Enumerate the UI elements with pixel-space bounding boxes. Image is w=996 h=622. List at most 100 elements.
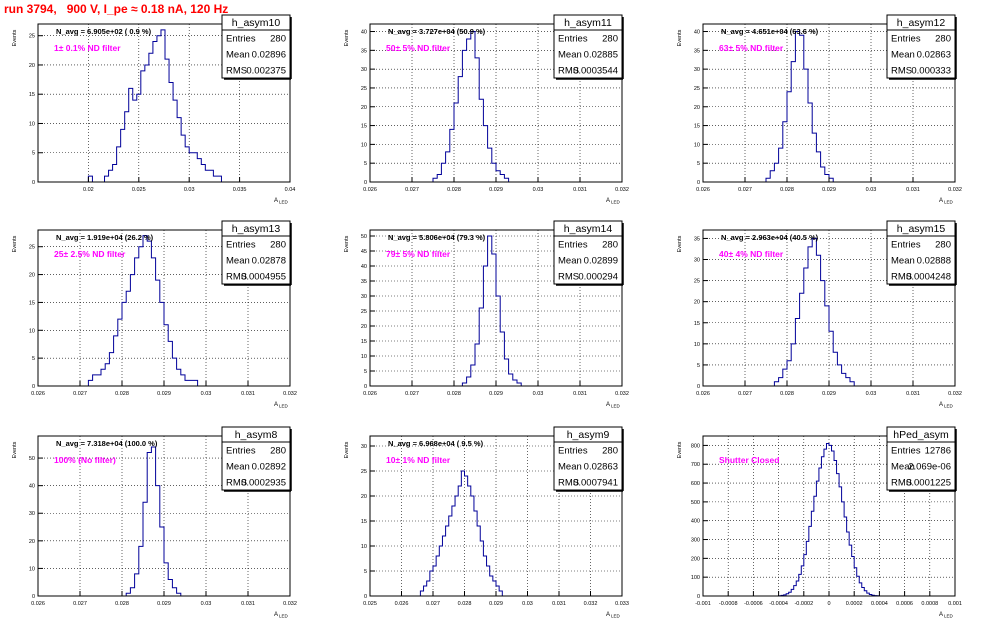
y-tick-label: 30	[694, 258, 700, 264]
x-tick-label: 0.04	[285, 187, 296, 193]
stats-mean-value: 0.02892	[252, 462, 286, 473]
stats-box: h_asym15 Entries 280 Mean 0.02888 RMS0.000424…	[886, 220, 957, 286]
stats-rms-value: 0.0002935	[241, 478, 286, 489]
y-axis-label: Events	[344, 235, 350, 252]
x-tick-label: 0.032	[948, 391, 962, 397]
y-tick-label: 10	[361, 354, 367, 360]
x-tick-label: 0.028	[447, 187, 461, 193]
x-tick-label: 0.029	[489, 601, 503, 607]
x-axis-label: ALED	[274, 612, 289, 619]
histogram-panel-h_asym11: 0.026 0.027 0.028 0.029 0.03 0.031 0.032 0 5 10 15…	[344, 14, 629, 205]
stats-rms-label: RMS	[558, 66, 579, 77]
stats-rms-value: 0.0003544	[573, 66, 618, 77]
x-tick-label: 0.027	[405, 187, 419, 193]
x-tick-label: 0.0002	[846, 601, 863, 607]
y-tick-label: 15	[361, 519, 367, 525]
y-tick-label: 30	[361, 294, 367, 300]
stats-rms-value: 0.000294	[578, 272, 618, 283]
stats-rms-label: RMS	[558, 272, 579, 283]
y-tick-label: 25	[29, 245, 35, 251]
stats-rms-label: RMS	[891, 66, 912, 77]
x-tick-label: 0.03	[866, 391, 877, 397]
y-tick-label: 10	[361, 142, 367, 148]
stats-rms-value: 0.0004248	[906, 272, 951, 283]
histogram-panel-h_asym13: 0.026 0.027 0.028 0.029 0.03 0.031 0.032 0 5 10 15…	[12, 220, 297, 409]
y-axis-label: Events	[677, 29, 683, 46]
filter-label: 50± 5% ND filter	[386, 43, 451, 53]
stats-box-frame	[553, 426, 623, 491]
histogram-series	[778, 443, 880, 597]
x-tick-label: 0.03	[522, 601, 533, 607]
stats-entries-value: 280	[270, 34, 286, 45]
y-tick-label: 5	[364, 569, 367, 575]
filter-label: 10± 1% ND filter	[386, 455, 451, 465]
x-tick-label: 0.029	[822, 391, 836, 397]
y-tick-label: 35	[694, 236, 700, 242]
x-tick-label: 0.031	[241, 391, 255, 397]
histogram-title: h_asym15	[897, 223, 946, 235]
x-tick-label: 0.03	[201, 601, 212, 607]
x-tick-label: 0.031	[241, 601, 255, 607]
stats-mean-label: Mean	[891, 50, 915, 61]
x-tick-label: 0.026	[363, 391, 377, 397]
y-tick-label: 20	[29, 63, 35, 69]
stats-mean-value: 0.02878	[252, 256, 286, 267]
x-tick-label: 0.029	[489, 187, 503, 193]
filter-label: Shutter Closed	[719, 455, 779, 465]
stats-mean-label: Mean	[558, 462, 582, 473]
x-tick-label: -0.0002	[794, 601, 813, 607]
x-tick-label: 0.03	[184, 187, 195, 193]
x-tick-label: 0.032	[615, 391, 629, 397]
navg-label: N_avg = 1.919e+04 (26.2 %)	[56, 233, 154, 242]
stats-mean-value: 0.02863	[917, 50, 951, 61]
y-tick-label: 100	[691, 575, 700, 581]
stats-entries-value: 280	[270, 240, 286, 251]
x-tick-label: 0.031	[573, 391, 587, 397]
x-tick-label: -0.0008	[719, 601, 738, 607]
x-axis-label: ALED	[606, 198, 621, 205]
histogram-series	[461, 235, 522, 386]
stats-entries-value: 280	[602, 446, 618, 457]
histogram-title: h_asym10	[232, 17, 281, 29]
y-tick-label: 5	[364, 161, 367, 167]
navg-label: N_avg = 3.727e+04 (50.9 %)	[388, 27, 486, 36]
stats-mean-label: Mean	[891, 462, 915, 473]
y-axis-label: Events	[344, 441, 350, 458]
x-tick-label: 0.027	[73, 601, 87, 607]
stats-rms-label: RMS	[226, 272, 247, 283]
x-tick-label: 0.035	[233, 187, 247, 193]
x-tick-label: 0.032	[283, 601, 297, 607]
x-tick-label: 0.026	[395, 601, 409, 607]
stats-entries-value: 12786	[925, 446, 951, 457]
y-tick-label: 25	[29, 34, 35, 40]
y-tick-label: 5	[697, 363, 700, 369]
x-tick-label: 0.025	[132, 187, 146, 193]
histogram-title: h_asym12	[897, 17, 946, 29]
histogram-series	[87, 29, 222, 183]
y-tick-label: 15	[29, 92, 35, 98]
stats-rms-value: 0.0007941	[573, 478, 618, 489]
x-tick-label: 0.027	[738, 391, 752, 397]
stats-box: h_asym10 Entries 280 Mean 0.02896 RMS 0.002375	[221, 14, 292, 80]
histogram-title: hPed_asym	[893, 429, 949, 441]
stats-mean-value: 0.02888	[917, 256, 951, 267]
stats-box-frame	[886, 14, 956, 79]
x-tick-label: 0.026	[31, 601, 45, 607]
y-tick-label: 5	[32, 356, 35, 362]
x-tick-label: 0.032	[948, 187, 962, 193]
y-tick-label: 20	[361, 494, 367, 500]
x-tick-label: -0.0004	[769, 601, 788, 607]
y-axis-label: Events	[677, 441, 683, 458]
histogram-panel-h_asym9: 0.025 0.026 0.027 0.028 0.029 0.03 0.031 0.032 0…	[344, 426, 629, 619]
stats-entries-value: 280	[602, 240, 618, 251]
x-tick-label: 0.032	[584, 601, 598, 607]
stats-mean-label: Mean	[558, 50, 582, 61]
navg-label: N_avg = 5.806e+04 (79.3 %)	[388, 233, 486, 242]
y-tick-label: 25	[361, 469, 367, 475]
stats-box-frame	[221, 220, 291, 285]
y-tick-label: 300	[691, 538, 700, 544]
x-tick-label: 0.031	[906, 187, 920, 193]
x-tick-label: 0.03	[533, 391, 544, 397]
y-tick-label: 5	[32, 151, 35, 157]
